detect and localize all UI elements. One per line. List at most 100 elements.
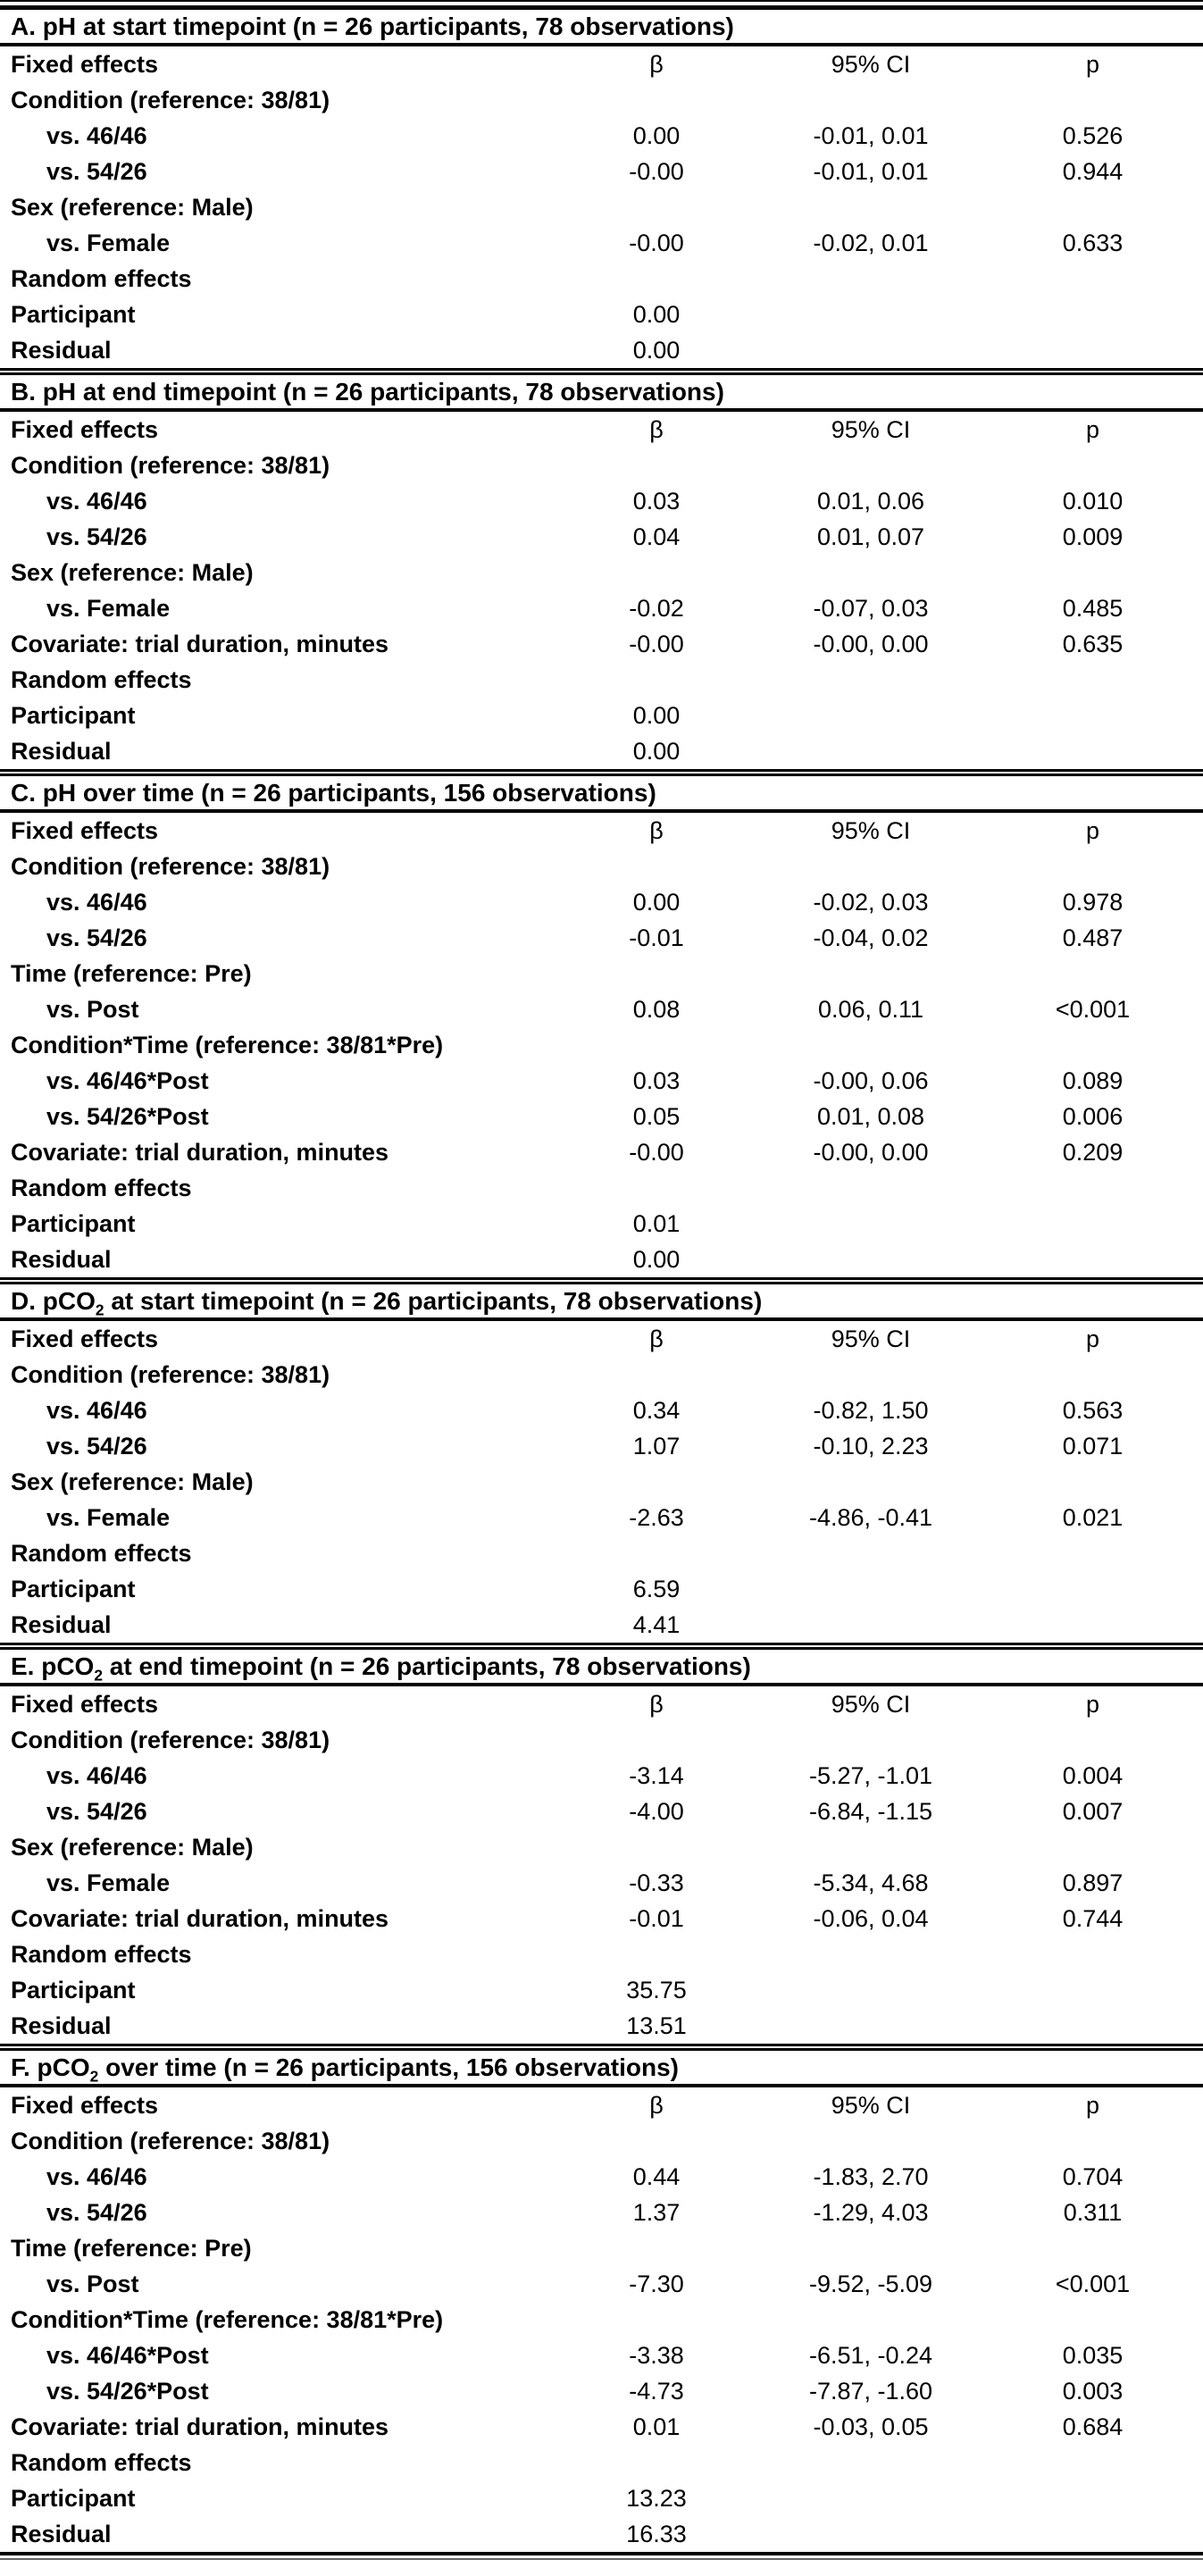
ci-value: -6.84, -1.15 bbox=[808, 1798, 933, 1825]
beta-value: -0.01 bbox=[629, 1905, 684, 1932]
ci-value: -0.00, 0.06 bbox=[813, 1067, 929, 1094]
row-label: vs. Post bbox=[46, 996, 139, 1023]
p-value: 0.704 bbox=[1062, 2163, 1124, 2190]
table-row: Residual 0.00 bbox=[0, 1242, 1203, 1277]
panel-title: E. pCO2 at end timepoint (n = 26 partici… bbox=[0, 1650, 1203, 1686]
table-row: vs. 46/46 -3.14 -5.27, -1.01 0.004 bbox=[0, 1758, 1203, 1794]
ci-value: -5.34, 4.68 bbox=[813, 1869, 929, 1896]
table-row: vs. 46/46*Post 0.03 -0.00, 0.06 0.089 bbox=[0, 1063, 1203, 1099]
ci-value: -5.27, -1.01 bbox=[808, 1762, 933, 1789]
column-header-row: Fixed effects β 95% CI p bbox=[0, 2087, 1203, 2123]
beta-value: 4.41 bbox=[632, 1611, 681, 1638]
table-row: vs. 54/26*Post -4.73 -7.87, -1.60 0.003 bbox=[0, 2373, 1203, 2409]
row-label: vs. 46/46 bbox=[46, 122, 147, 149]
row-label: Participant bbox=[11, 1210, 136, 1237]
beta-value: 0.03 bbox=[632, 1067, 681, 1094]
table-bottom-rule bbox=[0, 2552, 1203, 2560]
ci-value: 0.01, 0.07 bbox=[816, 523, 925, 550]
row-label: Covariate: trial duration, minutes bbox=[11, 1139, 389, 1166]
row-label: Participant bbox=[11, 1977, 136, 2003]
col-header-fixed-effects: Fixed effects bbox=[11, 416, 159, 443]
p-value: 0.526 bbox=[1062, 122, 1124, 149]
p-value: 0.071 bbox=[1062, 1433, 1124, 1459]
col-header-beta: β bbox=[649, 51, 664, 78]
col-header-p: p bbox=[1085, 416, 1100, 443]
row-label: Residual bbox=[11, 1611, 112, 1638]
panel: D. pCO2 at start timepoint (n = 26 parti… bbox=[0, 1284, 1203, 1643]
beta-value: 0.00 bbox=[632, 337, 681, 364]
row-label: Random effects bbox=[11, 1175, 192, 1201]
row-label: Random effects bbox=[11, 1941, 192, 1968]
table-row: Participant 0.00 bbox=[0, 297, 1203, 332]
table-row: Condition (reference: 38/81) bbox=[0, 2123, 1203, 2159]
row-label: Condition*Time (reference: 38/81*Pre) bbox=[11, 2306, 444, 2333]
row-label: Time (reference: Pre) bbox=[11, 2235, 252, 2262]
panel: C. pH over time (n = 26 participants, 15… bbox=[0, 776, 1203, 1277]
table-row: Condition (reference: 38/81) bbox=[0, 82, 1203, 118]
p-value: 0.004 bbox=[1062, 1762, 1124, 1789]
table-row: Time (reference: Pre) bbox=[0, 956, 1203, 991]
col-header-ci: 95% CI bbox=[831, 416, 911, 443]
panel: B. pH at end timepoint (n = 26 participa… bbox=[0, 375, 1203, 769]
panel: A. pH at start timepoint (n = 26 partici… bbox=[0, 10, 1203, 368]
row-label: Random effects bbox=[11, 2449, 192, 2476]
row-label: Sex (reference: Male) bbox=[11, 1468, 254, 1495]
p-value: 0.978 bbox=[1062, 889, 1124, 916]
table-row: Random effects bbox=[0, 261, 1203, 297]
row-label: vs. 46/46 bbox=[46, 1397, 147, 1424]
table-row: Random effects bbox=[0, 1170, 1203, 1206]
panel-title-post: at end timepoint (n = 26 participants, 7… bbox=[103, 1652, 751, 1680]
table-row: Covariate: trial duration, minutes -0.01… bbox=[0, 1901, 1203, 1936]
table-row: Random effects bbox=[0, 662, 1203, 698]
col-header-fixed-effects: Fixed effects bbox=[11, 1691, 159, 1718]
beta-value: 0.00 bbox=[632, 301, 681, 328]
ci-value: -0.06, 0.04 bbox=[813, 1905, 929, 1932]
panel-title: F. pCO2 over time (n = 26 participants, … bbox=[0, 2051, 1203, 2087]
beta-value: -2.63 bbox=[629, 1504, 684, 1531]
col-header-fixed-effects: Fixed effects bbox=[11, 817, 159, 844]
col-header-ci: 95% CI bbox=[831, 51, 911, 78]
beta-value: -0.00 bbox=[629, 230, 684, 256]
col-header-p: p bbox=[1085, 51, 1100, 78]
beta-value: -0.00 bbox=[629, 631, 684, 657]
panel-title-sub: 2 bbox=[94, 1666, 103, 1685]
beta-value: 0.44 bbox=[632, 2163, 681, 2190]
beta-value: 0.05 bbox=[632, 1103, 681, 1130]
ci-value: -0.01, 0.01 bbox=[813, 158, 929, 185]
row-label: vs. Female bbox=[46, 1869, 171, 1896]
p-value: 0.487 bbox=[1062, 924, 1124, 951]
panel-title: A. pH at start timepoint (n = 26 partici… bbox=[0, 10, 1203, 46]
col-header-p: p bbox=[1085, 817, 1100, 844]
table-row: vs. 46/46 0.00 -0.02, 0.03 0.978 bbox=[0, 884, 1203, 920]
col-header-beta: β bbox=[649, 1691, 664, 1718]
section-divider-rule bbox=[0, 2044, 1203, 2051]
p-value: 0.485 bbox=[1062, 595, 1124, 622]
ci-value: -9.52, -5.09 bbox=[808, 2271, 933, 2297]
beta-value: -0.00 bbox=[629, 1139, 684, 1166]
beta-value: 35.75 bbox=[626, 1977, 687, 2003]
row-label: vs. Female bbox=[46, 595, 171, 622]
beta-value: 0.00 bbox=[632, 122, 681, 149]
row-label: Participant bbox=[11, 702, 136, 729]
beta-value: -0.02 bbox=[629, 595, 684, 622]
col-header-ci: 95% CI bbox=[831, 2092, 911, 2119]
row-label: vs. 46/46*Post bbox=[46, 2342, 209, 2369]
ci-value: -0.00, 0.00 bbox=[813, 631, 929, 657]
row-label: Covariate: trial duration, minutes bbox=[11, 631, 389, 657]
column-header-row: Fixed effects β 95% CI p bbox=[0, 1686, 1203, 1722]
row-label: Condition (reference: 38/81) bbox=[11, 452, 330, 479]
col-header-ci: 95% CI bbox=[831, 817, 911, 844]
table-row: vs. 46/46 0.03 0.01, 0.06 0.010 bbox=[0, 483, 1203, 519]
table-row: Condition*Time (reference: 38/81*Pre) bbox=[0, 2302, 1203, 2338]
p-value: 0.897 bbox=[1062, 1869, 1124, 1896]
beta-value: 0.01 bbox=[632, 2413, 681, 2440]
row-label: vs. 54/26 bbox=[46, 523, 147, 550]
column-header-row: Fixed effects β 95% CI p bbox=[0, 813, 1203, 849]
row-label: vs. 46/46 bbox=[46, 889, 147, 916]
beta-value: -0.01 bbox=[629, 924, 684, 951]
table-row: Random effects bbox=[0, 1936, 1203, 1972]
p-value: <0.001 bbox=[1055, 996, 1131, 1023]
col-header-fixed-effects: Fixed effects bbox=[11, 51, 159, 78]
section-divider-rule bbox=[0, 368, 1203, 375]
p-value: 0.633 bbox=[1062, 230, 1124, 256]
